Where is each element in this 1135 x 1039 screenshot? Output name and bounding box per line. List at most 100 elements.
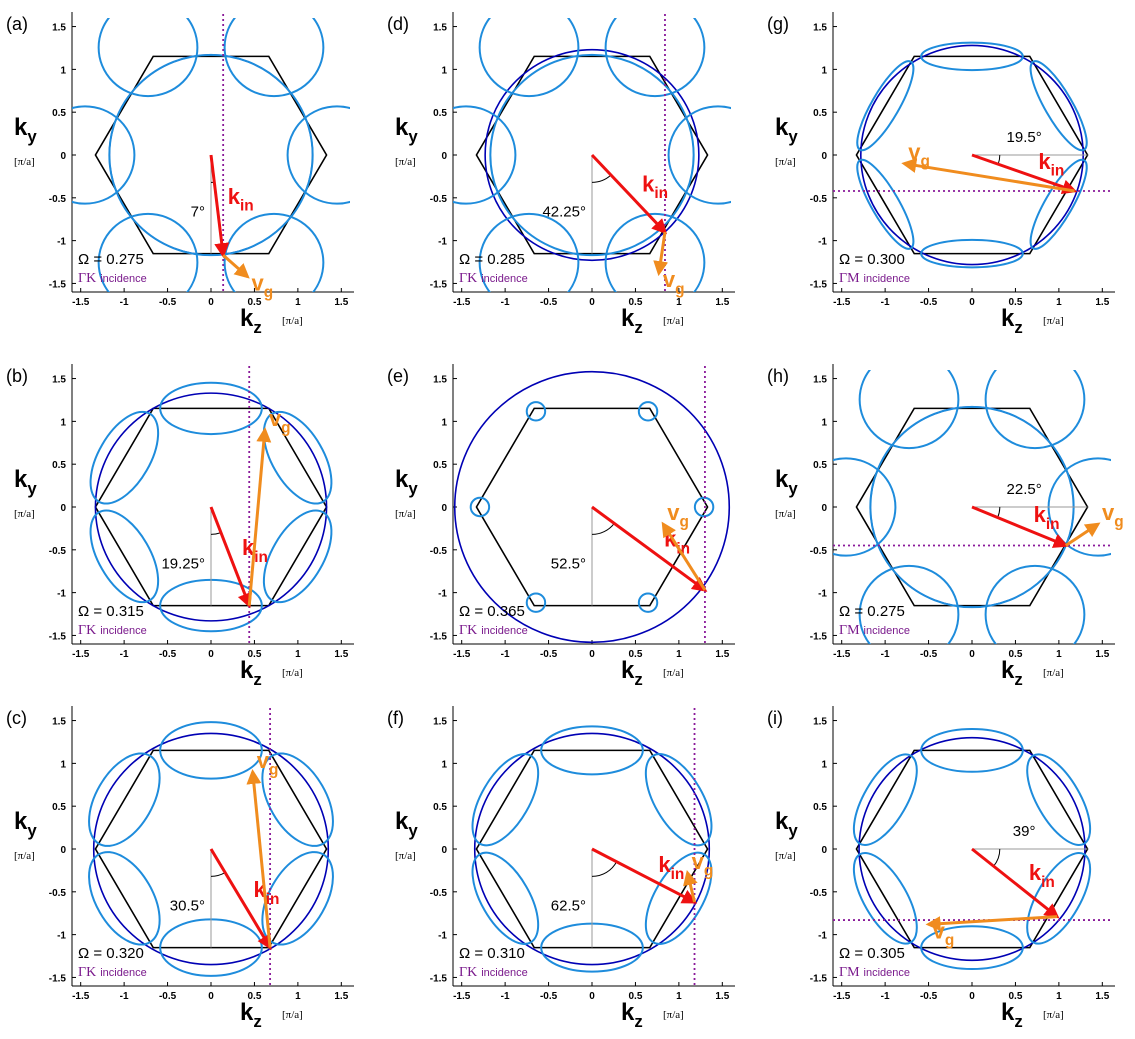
y-tick-label: 0 [441, 151, 447, 162]
incidence-label: ΓK incidence [78, 965, 147, 980]
efc-lens [920, 238, 1024, 269]
x-tick-label: 1.5 [1095, 297, 1109, 308]
incidence-angle-label: 7° [191, 204, 205, 221]
kz-unit: [π/a] [282, 1009, 303, 1021]
efc-lens [89, 509, 160, 604]
efc-contour [453, 105, 517, 205]
incidence-word: incidence [864, 273, 910, 285]
x-tick-label: -1 [501, 991, 510, 1002]
x-tick-label: -1.5 [72, 991, 90, 1002]
y-tick-label: -1 [818, 931, 827, 942]
x-tick-label: 0.5 [1008, 991, 1022, 1002]
v-g-label-sub: g [704, 863, 713, 880]
omega-label: Ω = 0.305 [839, 945, 905, 962]
v-g-label-sub: g [281, 420, 290, 437]
kz-unit: [π/a] [1043, 667, 1064, 679]
v-g-label: vg [908, 140, 930, 171]
x-tick-label: 1.5 [1095, 991, 1109, 1002]
v-g-label: vg [667, 500, 689, 531]
v-g-label-sub: g [679, 514, 688, 531]
panel-label: (h) [767, 366, 789, 386]
incidence-direction: ΓK [459, 623, 477, 638]
x-tick-label: -1 [120, 297, 129, 308]
omega-label: Ω = 0.310 [459, 945, 525, 962]
omega-label: Ω = 0.275 [839, 603, 905, 620]
ky-axis-title-sub: y [408, 127, 418, 146]
panel-a: (a) -1.5 -1 -0.5 0 0.5 1 1.5 1.5 1 0.5 0 -0.5 -1 -1.5 k… [6, 12, 354, 337]
incidence-angle-label: 19.5° [1007, 129, 1042, 146]
efc-contour [478, 212, 580, 292]
y-tick-label: -0.5 [430, 888, 448, 899]
kz-axis-title-main: k [1001, 657, 1015, 684]
efc-lens [920, 727, 1024, 773]
y-tick-label: 1 [60, 759, 66, 770]
kz-axis-title-sub: z [1014, 1012, 1022, 1031]
panel-i: (i) -1.5 -1 -0.5 0 0.5 1 1.5 1.5 1 0.5 0 -0.5 -1 -1.5 k… [767, 706, 1115, 1031]
y-tick-label: 0.5 [52, 108, 66, 119]
incidence-word: incidence [481, 625, 527, 637]
ky-axis-title-main: k [775, 114, 789, 141]
efc-lens [1026, 753, 1092, 846]
efc-contour [667, 105, 731, 205]
angle-arc [210, 872, 226, 877]
y-tick-label: 1 [821, 65, 827, 76]
v-g-label: vg [663, 267, 685, 298]
k-in-label-sub: in [654, 185, 668, 202]
k-in-label: kin [642, 171, 668, 202]
v-g-label: vg [257, 748, 279, 779]
x-tick-label: -1.5 [453, 991, 471, 1002]
ky-axis-title-sub: y [27, 821, 37, 840]
incidence-word: incidence [864, 625, 910, 637]
x-tick-label: 1.5 [334, 649, 348, 660]
x-tick-label: 0 [969, 649, 975, 660]
panel-d: (d) -1.5 -1 -0.5 0 0.5 1 1.5 1.5 1 0.5 0 -0.5 -1 -1.5 k… [387, 12, 735, 337]
y-tick-label: -1.5 [810, 631, 828, 642]
panel-e: (e) -1.5 -1 -0.5 0 0.5 1 1.5 1.5 1 0.5 0 -0.5 -1 -1.5 k… [387, 364, 735, 689]
x-tick-label: 1.5 [715, 649, 729, 660]
ky-unit: [π/a] [775, 850, 796, 862]
k-in-label-sub: in [1041, 874, 1055, 891]
v-g-arrow [661, 521, 707, 591]
efc-lens [856, 60, 915, 152]
k-in-label: kin [228, 184, 254, 215]
x-tick-label: -1 [501, 297, 510, 308]
kz-axis-title-sub: z [634, 318, 642, 337]
omega-label: Ω = 0.275 [78, 251, 144, 268]
y-tick-label: 1 [821, 417, 827, 428]
ky-axis-title-sub: y [788, 479, 798, 498]
kz-axis-title-main: k [621, 305, 635, 332]
efc-lens [261, 851, 334, 946]
x-tick-label: 0 [589, 991, 595, 1002]
ky-unit: [π/a] [775, 508, 796, 520]
efc-contour [286, 105, 350, 205]
x-tick-label: -0.5 [159, 297, 177, 308]
ky-axis-title-sub: y [408, 479, 418, 498]
ky-axis-title-sub: y [408, 821, 418, 840]
x-tick-label: -1.5 [72, 649, 90, 660]
efc-lens [471, 851, 540, 945]
k-in-arrow [209, 848, 272, 951]
x-tick-label: 1.5 [715, 297, 729, 308]
x-tick-label: -0.5 [540, 991, 558, 1002]
kz-unit: [π/a] [1043, 1009, 1064, 1021]
efc-lens [856, 158, 915, 250]
kz-axis-title-main: k [240, 999, 254, 1026]
y-tick-label: -1 [818, 589, 827, 600]
efc-lens [89, 410, 160, 505]
k-in-label-main: k [642, 171, 655, 196]
kz-axis-title: kz [1001, 657, 1023, 689]
panel-h: (h) -1.5 -1 -0.5 0 0.5 1 1.5 1.5 1 0.5 0 -0.5 -1 -1.5 k… [767, 364, 1124, 689]
k-in-label-sub: in [240, 198, 254, 215]
k-in-label: kin [242, 535, 268, 566]
incidence-word: incidence [100, 273, 146, 285]
y-tick-label: -1 [57, 931, 66, 942]
angle-arc [591, 523, 615, 535]
efc-contour [72, 105, 136, 205]
v-g-label: vg [1102, 500, 1124, 531]
y-tick-label: -0.5 [810, 546, 828, 557]
v-g-label-sub: g [945, 932, 954, 949]
y-tick-label: 0.5 [813, 460, 827, 471]
ky-unit: [π/a] [395, 156, 416, 168]
x-tick-label: -1 [881, 649, 890, 660]
x-tick-label: 1.5 [1095, 649, 1109, 660]
